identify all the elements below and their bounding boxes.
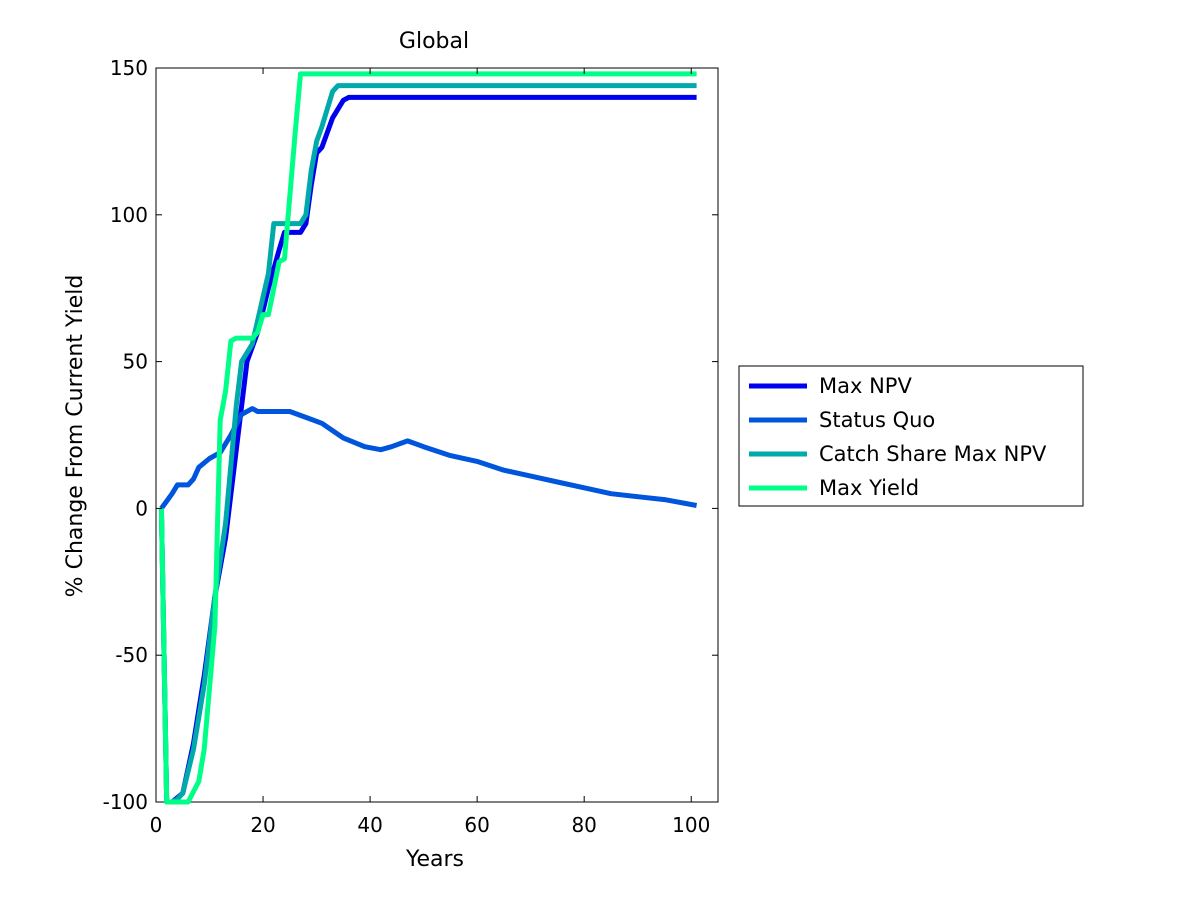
y-tick-label: 150 — [110, 56, 148, 80]
legend: Max NPV Status Quo Catch Share Max NPV Max … — [738, 365, 1084, 507]
x-tick-label: 60 — [464, 813, 489, 837]
x-tick-label: 20 — [250, 813, 275, 837]
y-tick-label: 100 — [110, 203, 148, 227]
x-axis-title: Years — [405, 847, 464, 872]
series-line-2 — [159, 406, 698, 510]
plot-area-frame — [155, 67, 719, 803]
chart-title: Global — [399, 29, 469, 54]
y-tick-label: 0 — [135, 496, 148, 520]
legend-label-2: Status Quo — [819, 408, 935, 432]
x-tick-label: 80 — [571, 813, 596, 837]
legend-label-3: Catch Share Max NPV — [819, 442, 1047, 466]
series-line-3 — [158, 83, 697, 805]
y-tick-label: -100 — [103, 790, 148, 814]
series-line-4 — [158, 71, 697, 805]
legend-label-1: Max NPV — [819, 374, 912, 398]
legend-box — [738, 365, 1084, 507]
y-tick-label: 50 — [123, 350, 148, 374]
x-tick-label: 100 — [672, 813, 710, 837]
y-tick-label: -50 — [115, 643, 148, 667]
legend-label-4: Max Yield — [819, 476, 919, 500]
series-layer — [158, 71, 698, 805]
x-tick-label: 40 — [357, 813, 382, 837]
x-axis: 0 20 40 60 80 100 — [150, 68, 710, 837]
y-axis-title: % Change From Current Yield — [63, 275, 88, 598]
y-axis: -100 -50 0 50 100 150 — [103, 56, 718, 814]
x-tick-label: 0 — [150, 813, 163, 837]
